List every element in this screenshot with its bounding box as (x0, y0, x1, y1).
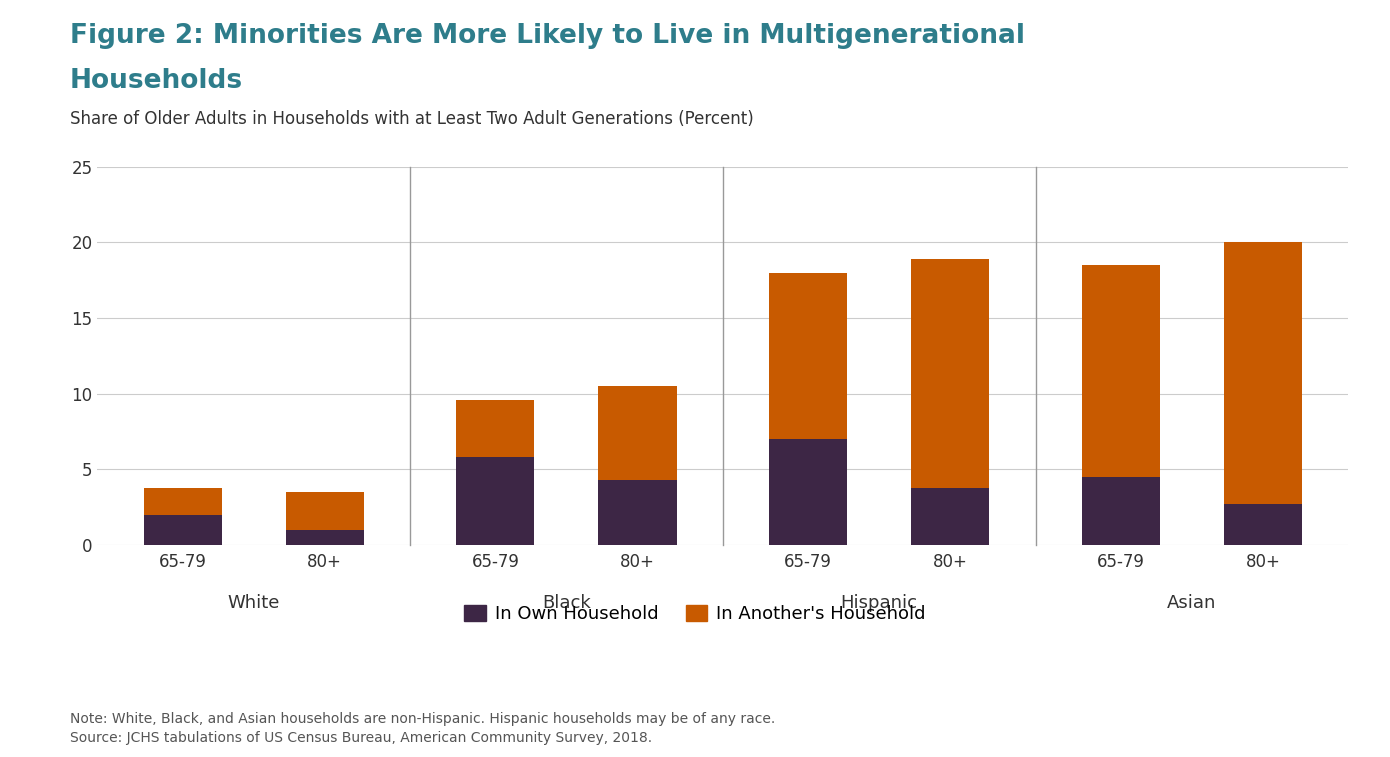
Legend: In Own Household, In Another's Household: In Own Household, In Another's Household (457, 598, 933, 631)
Text: White: White (228, 594, 279, 612)
Bar (456, 457, 534, 545)
Bar (769, 273, 847, 439)
Bar (286, 492, 364, 530)
Text: Figure 2: Minorities Are More Likely to Live in Multigenerational: Figure 2: Minorities Are More Likely to … (70, 23, 1024, 48)
Text: Source: JCHS tabulations of US Census Bureau, American Community Survey, 2018.: Source: JCHS tabulations of US Census Bu… (70, 731, 652, 744)
Text: Households: Households (70, 68, 243, 94)
Bar (1225, 242, 1302, 504)
Bar (912, 488, 990, 545)
Bar (143, 488, 221, 515)
Bar (1081, 477, 1159, 545)
Text: Black: Black (542, 594, 591, 612)
Bar (1225, 504, 1302, 545)
Bar (143, 515, 221, 545)
Bar (599, 386, 677, 480)
Bar (456, 400, 534, 457)
Bar (769, 439, 847, 545)
Bar (912, 259, 990, 488)
Bar (286, 530, 364, 545)
Text: Asian: Asian (1168, 594, 1216, 612)
Bar (599, 480, 677, 545)
Text: Note: White, Black, and Asian households are non-Hispanic. Hispanic households m: Note: White, Black, and Asian households… (70, 712, 774, 725)
Text: Hispanic: Hispanic (841, 594, 917, 612)
Text: Share of Older Adults in Households with at Least Two Adult Generations (Percent: Share of Older Adults in Households with… (70, 110, 753, 128)
Bar (1081, 265, 1159, 477)
